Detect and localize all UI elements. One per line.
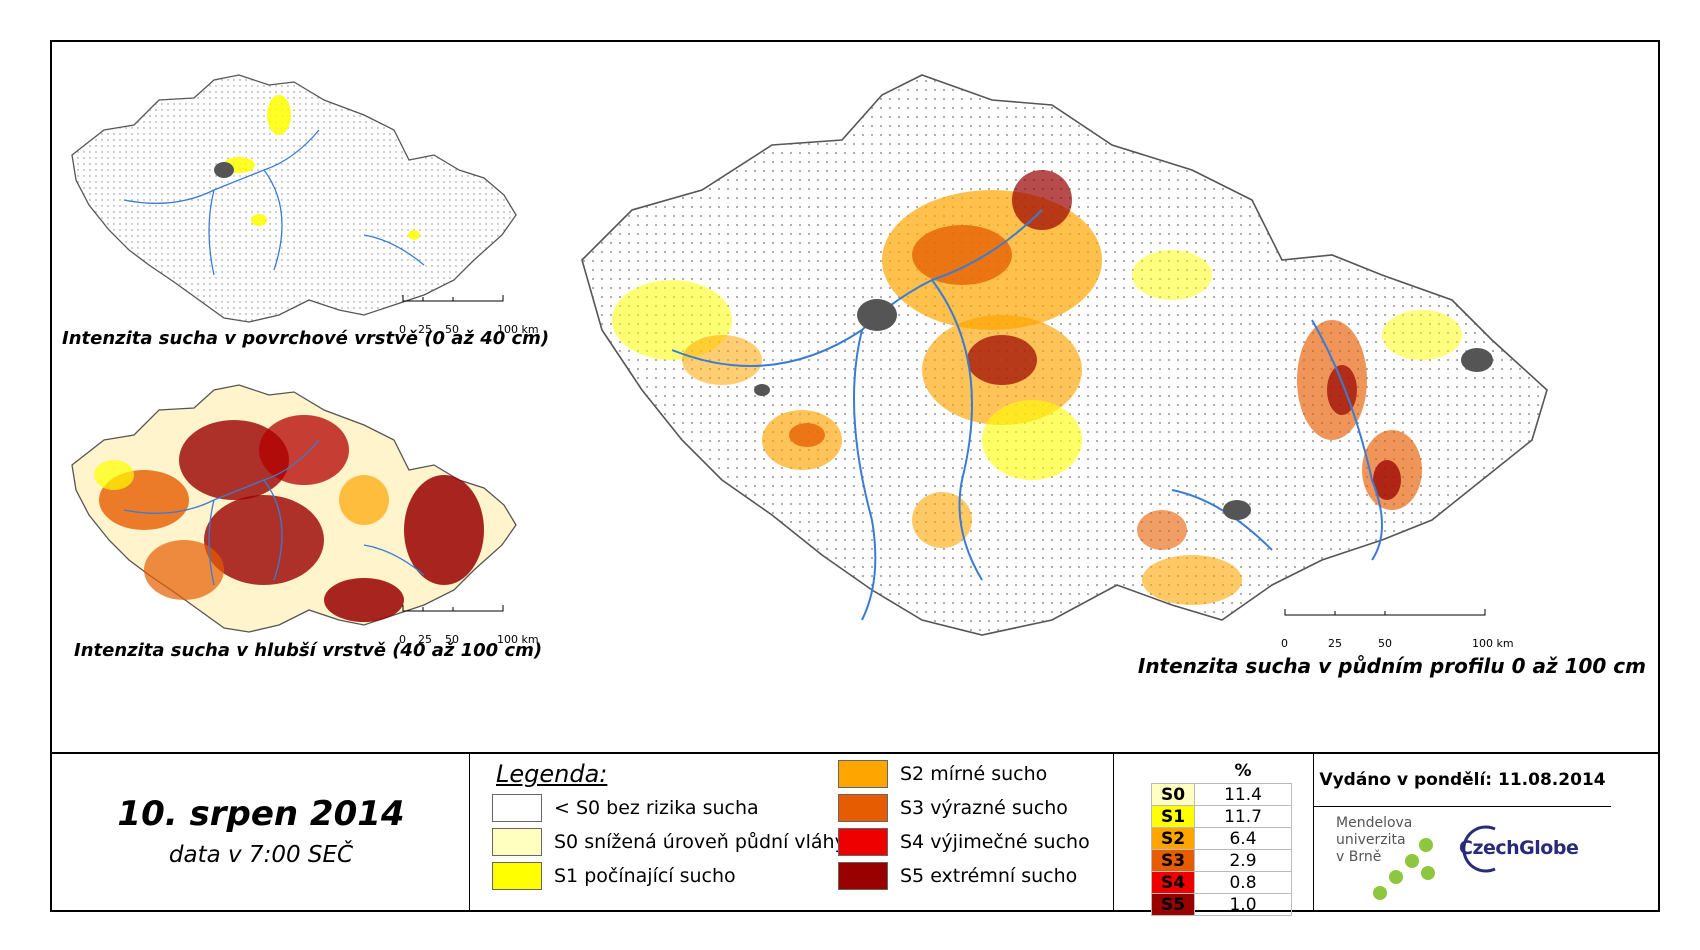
deep-drought-patches	[94, 415, 484, 622]
legend-swatch	[838, 760, 888, 788]
legend-swatch	[492, 862, 542, 890]
profile-map	[581, 74, 1548, 636]
legend-label: S0 snížená úroveň půdní vláhy	[554, 831, 846, 853]
issued-date: Vydáno v pondělí: 11.08.2014	[1319, 770, 1606, 790]
scale-label-50: 50	[1378, 637, 1392, 650]
city-marks	[754, 299, 1493, 520]
stats-value: 11.7	[1194, 805, 1292, 828]
deep-map-caption: Intenzita sucha v hlubší vrstvě (40 až 1…	[74, 640, 543, 661]
deep-scale-bar: 0 25 50 100 km	[399, 600, 539, 646]
scale-label-50: 50	[445, 323, 459, 336]
legend-swatch	[492, 828, 542, 856]
stats-code: S2	[1151, 827, 1195, 850]
legend-swatch	[838, 862, 888, 890]
scale-label-0: 0	[1281, 637, 1288, 650]
stats-header: %	[1234, 761, 1252, 781]
legend-item-s0: S0 snížená úroveň půdní vláhy	[492, 828, 846, 856]
legend-item-s4: S4 výjimečné sucho	[838, 828, 1090, 856]
legend-item-s2: S2 mírné sucho	[838, 760, 1047, 788]
logos: Mendelova univerzita v Brně CzechGlobe	[1314, 806, 1611, 913]
table-row: S1 11.7	[1151, 805, 1292, 828]
scale-label-100: 100 km	[497, 323, 539, 336]
profile-drought-patches	[612, 170, 1462, 605]
stats-cell: % S0 11.4 S1 11.7 S2 6.4 S3 2.9 S4 0.8 S5 1.0	[1114, 754, 1314, 916]
legend-label: S5 extrémní sucho	[900, 865, 1078, 887]
scale-label-25: 25	[418, 323, 432, 336]
czechglobe-logo: CzechGlobe	[1459, 825, 1579, 873]
legend-item-s5: S5 extrémní sucho	[838, 862, 1077, 890]
profile-map-caption: Intenzita sucha v půdním profilu 0 až 10…	[1137, 654, 1646, 678]
stats-code: S0	[1151, 783, 1195, 806]
scale-label-100: 100 km	[497, 633, 539, 646]
czechglobe-arc-icon	[1462, 825, 1496, 873]
legend-swatch	[492, 794, 542, 822]
legend-title: Legenda:	[496, 760, 608, 788]
stats-code: S4	[1151, 871, 1195, 894]
deep-layer-map	[71, 384, 517, 633]
surface-map-caption: Intenzita sucha v povrchové vrstvě (0 až…	[62, 328, 550, 349]
table-row: S5 1.0	[1151, 893, 1292, 916]
legend-item-below-s0: < S0 bez rizika sucha	[492, 794, 759, 822]
legend-label: S1 počínající sucho	[554, 865, 736, 887]
prague-city-mark	[214, 162, 234, 178]
stats-value: 1.0	[1194, 893, 1292, 916]
stats-value: 2.9	[1194, 849, 1292, 872]
stats-code: S3	[1151, 849, 1195, 872]
legend-item-s3: S3 výrazné sucho	[838, 794, 1068, 822]
table-row: S0 11.4	[1151, 783, 1292, 806]
stats-table: % S0 11.4 S1 11.7 S2 6.4 S3 2.9 S4 0.8 S5 1.0	[1151, 759, 1292, 916]
legend-label: S2 mírné sucho	[900, 763, 1048, 785]
stats-value: 6.4	[1194, 827, 1292, 850]
table-row: S4 0.8	[1151, 871, 1292, 894]
scale-label-0: 0	[399, 633, 406, 646]
table-row: S2 6.4	[1151, 827, 1292, 850]
data-time: data v 7:00 SEČ	[168, 842, 354, 868]
mendel-logo-line: Mendelova	[1336, 815, 1413, 831]
scale-label-100: 100 km	[1472, 637, 1514, 650]
legend-label: < S0 bez rizika sucha	[554, 797, 759, 819]
surface-scale-bar: 0 25 50 100 km	[399, 290, 539, 336]
stats-code: S5	[1151, 893, 1195, 916]
profile-scale-bar: 0 25 50 100 km	[1281, 604, 1514, 650]
stats-value: 0.8	[1194, 871, 1292, 894]
legend-swatch	[838, 794, 888, 822]
issued-cell: Vydáno v pondělí: 11.08.2014 Mendelova u…	[1314, 754, 1611, 912]
scale-label-0: 0	[399, 323, 406, 336]
stats-code: S1	[1151, 805, 1195, 828]
czechglobe-text: CzechGlobe	[1459, 837, 1579, 859]
mendel-dots-icon	[1373, 838, 1435, 900]
legend-label: S4 výjimečné sucho	[900, 831, 1090, 853]
date-cell: 10. srpen 2014 data v 7:00 SEČ	[52, 754, 470, 912]
scale-label-25: 25	[1328, 637, 1342, 650]
map-sheet: 0 25 50 100 km Intenzita sucha v povrcho…	[50, 40, 1660, 916]
mendel-logo-line: univerzita	[1336, 832, 1406, 848]
legend-item-s1: S1 počínající sucho	[492, 862, 736, 890]
info-strip: 10. srpen 2014 data v 7:00 SEČ Legenda: …	[52, 752, 1658, 916]
table-row: S3 2.9	[1151, 849, 1292, 872]
mendel-logo-line: v Brně	[1336, 849, 1382, 865]
scale-label-25: 25	[418, 633, 432, 646]
legend-cell: Legenda: < S0 bez rizika sucha S0 snížen…	[470, 754, 1114, 912]
stats-value: 11.4	[1194, 783, 1292, 806]
map-date: 10. srpen 2014	[117, 794, 405, 834]
scale-label-50: 50	[445, 633, 459, 646]
legend-swatch	[838, 828, 888, 856]
surface-rivers	[123, 129, 425, 276]
map-area: 0 25 50 100 km Intenzita sucha v povrcho…	[52, 42, 1658, 752]
mendel-university-logo: Mendelova univerzita v Brně	[1336, 815, 1412, 866]
surface-layer-map	[71, 74, 517, 323]
legend-label: S3 výrazné sucho	[900, 797, 1068, 819]
